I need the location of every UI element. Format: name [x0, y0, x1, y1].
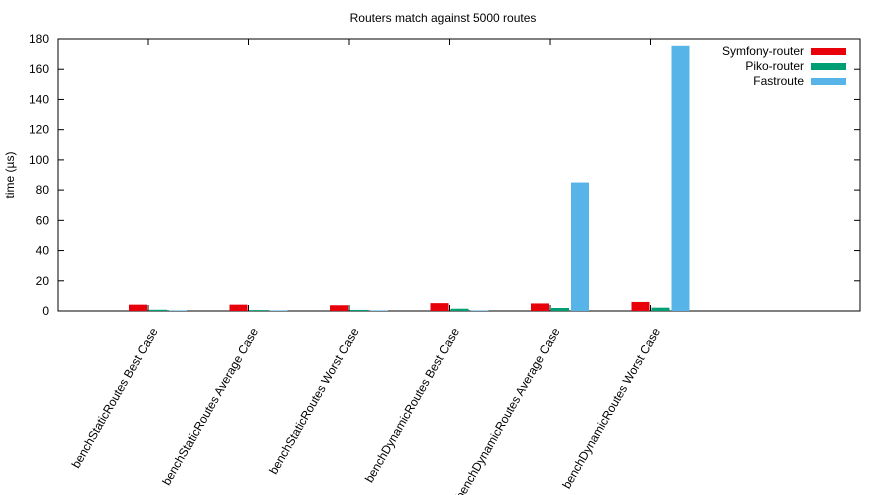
legend-swatch [811, 48, 846, 55]
bar-piko-router [450, 308, 469, 311]
bar-piko-router [249, 310, 268, 311]
x-tick-label: benchDynamicRoutes Best Case [362, 325, 462, 485]
bar-symfony-router [430, 303, 449, 311]
y-tick-label: 20 [36, 274, 50, 288]
legend-swatch [811, 63, 846, 70]
x-tick-label: benchStaticRoutes Best Case [69, 325, 161, 470]
y-tick-label: 0 [42, 304, 49, 318]
bar-fastroute [470, 310, 489, 311]
legend-label: Symfony-router [722, 44, 804, 58]
legend-label: Piko-router [745, 59, 804, 73]
bar-fastroute [269, 310, 288, 311]
x-tick-label: benchDynamicRoutes Average Case [453, 325, 563, 495]
chart-title: Routers match against 5000 routes [350, 11, 537, 25]
bar-symfony-router [229, 304, 248, 311]
bar-piko-router [149, 309, 167, 311]
y-tick-label: 60 [36, 213, 50, 227]
bar-symfony-router [129, 304, 147, 311]
bar-symfony-router [631, 301, 650, 311]
bars [129, 45, 690, 312]
y-tick-label: 160 [29, 62, 49, 76]
bar-piko-router [551, 307, 569, 311]
bar-piko-router [350, 309, 368, 311]
y-tick-label: 40 [36, 244, 50, 258]
y-tick-label: 100 [29, 153, 49, 167]
bar-fastroute [370, 310, 388, 311]
bar-fastroute [571, 182, 589, 311]
y-tick-label: 120 [29, 123, 49, 137]
legend-swatch [811, 78, 846, 85]
y-axis: 0 20 40 60 80 100 120 140 160 180 [29, 32, 860, 318]
x-tick-label: benchStaticRoutes Worst Case [266, 325, 362, 476]
plot-frame [57, 38, 861, 312]
bar-fastroute [671, 45, 690, 312]
y-tick-label: 180 [29, 32, 49, 46]
x-tick-label: benchStaticRoutes Average Case [159, 325, 261, 487]
y-tick-label: 80 [36, 183, 50, 197]
plot-border [57, 38, 861, 312]
bar-fastroute [169, 310, 187, 311]
legend-label: Fastroute [753, 74, 804, 88]
bar-piko-router [651, 307, 670, 311]
y-axis-label: time (µs) [3, 152, 17, 199]
x-tick-label: benchDynamicRoutes Worst Case [559, 325, 663, 491]
bar-symfony-router [330, 305, 348, 311]
y-tick-label: 140 [29, 92, 49, 106]
bar-symfony-router [531, 303, 549, 311]
